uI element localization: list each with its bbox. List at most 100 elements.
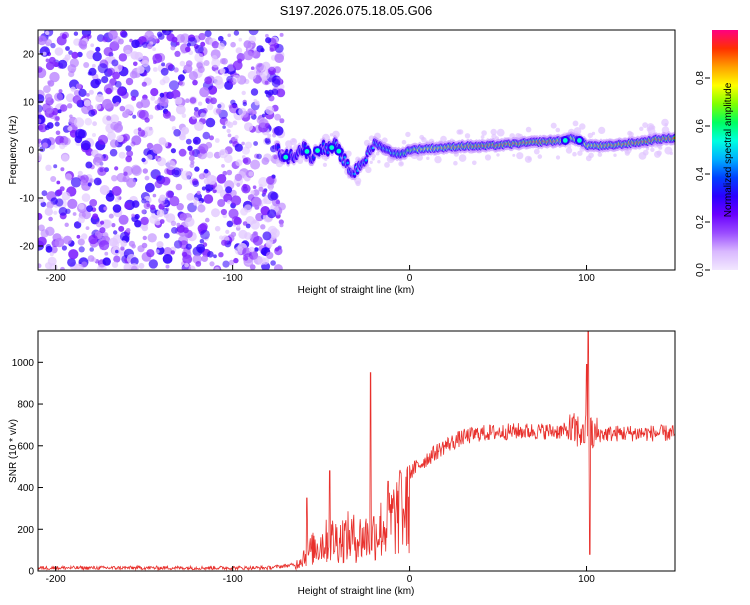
noise-blob [217,199,226,207]
noise-blob [148,114,154,120]
noise-blob [131,213,136,218]
noise-blob [194,52,204,63]
noise-blob [198,32,206,41]
ridge-core [326,151,330,154]
y-tick-label: 800 [17,400,34,411]
noise-blob [201,186,206,191]
noise-blob [60,167,65,172]
noise-blob [71,51,79,59]
noise-blob [271,88,279,96]
noise-blob [169,196,180,207]
noise-blob [103,206,108,211]
noise-blob [200,41,206,47]
noise-blob [62,31,69,39]
noise-blob [125,77,134,86]
noise-blob [146,154,153,161]
noise-blob [222,125,226,129]
noise-blob [73,31,79,36]
noise-blob [250,159,261,170]
noise-blob [194,44,204,54]
noise-blob [175,41,180,46]
noise-blob [181,126,190,135]
snr-x-ticks: -200 -100 0 100 [46,566,595,585]
spectrogram-y-ticks: -20 -10 0 10 20 [20,50,43,253]
noise-blob [146,249,155,258]
noise-blob [179,133,186,141]
noise-blob [211,55,218,61]
noise-blob [97,134,109,145]
noise-blob [130,51,139,60]
noise-blob [270,192,279,201]
noise-blob [95,78,102,85]
noise-blob [86,93,90,97]
noise-blob [238,107,247,116]
noise-blob [97,63,108,74]
noise-blob [250,66,255,70]
noise-blob [260,224,266,230]
noise-blob [197,101,203,106]
noise-blob [68,249,79,260]
noise-blob [97,234,102,238]
noise-blob [77,170,83,176]
noise-blob [77,216,85,224]
halo-blob [464,133,471,139]
noise-blob [279,32,284,37]
noise-blob [54,92,63,102]
noise-blob [199,222,208,231]
noise-blob [252,231,259,237]
noise-blob [93,177,102,186]
noise-blob [192,180,200,187]
noise-blob [137,129,146,137]
noise-blob [95,103,102,110]
noise-blob [174,97,183,105]
noise-blob [203,60,210,66]
noise-blob [111,59,119,67]
noise-blob [253,141,258,146]
halo-blob [456,129,462,135]
noise-blob [124,202,131,210]
noise-blob [65,46,70,51]
noise-blob [275,199,280,205]
noise-blob [165,190,174,199]
noise-blob [130,89,139,98]
noise-blob [111,240,120,249]
noise-blob [258,186,264,192]
noise-blob [170,250,175,255]
noise-blob [243,50,254,61]
noise-blob [194,121,204,131]
noise-blob [115,101,120,106]
noise-blob [55,130,61,136]
noise-blob [185,98,190,103]
noise-blob [207,251,214,258]
noise-blob [64,173,72,181]
noise-blob [230,99,236,106]
noise-blob [241,184,251,194]
spectrogram-ridge [274,131,675,181]
noise-blob [50,176,57,182]
noise-blob [61,245,67,251]
noise-blob [84,117,93,126]
noise-blob [119,105,126,112]
halo-blob [669,151,673,156]
noise-blob [171,89,181,100]
noise-blob [125,155,132,163]
noise-blob [132,114,137,119]
noise-blob [193,201,198,206]
noise-blob [123,104,135,115]
noise-blob [116,87,126,97]
noise-blob [113,230,118,235]
colorbar-tick-label: 0.4 [695,167,706,181]
noise-blob [165,264,170,269]
noise-blob [58,207,68,216]
ridge-blob-core [304,149,310,154]
noise-blob [193,197,199,203]
noise-blob [245,223,251,229]
noise-blob [98,204,107,213]
noise-blob [61,154,69,162]
noise-blob [101,76,109,84]
noise-blob [75,83,82,90]
x-tick-label: 0 [407,574,413,585]
noise-blob [70,177,82,188]
noise-blob [109,139,119,148]
noise-blob [215,108,222,114]
